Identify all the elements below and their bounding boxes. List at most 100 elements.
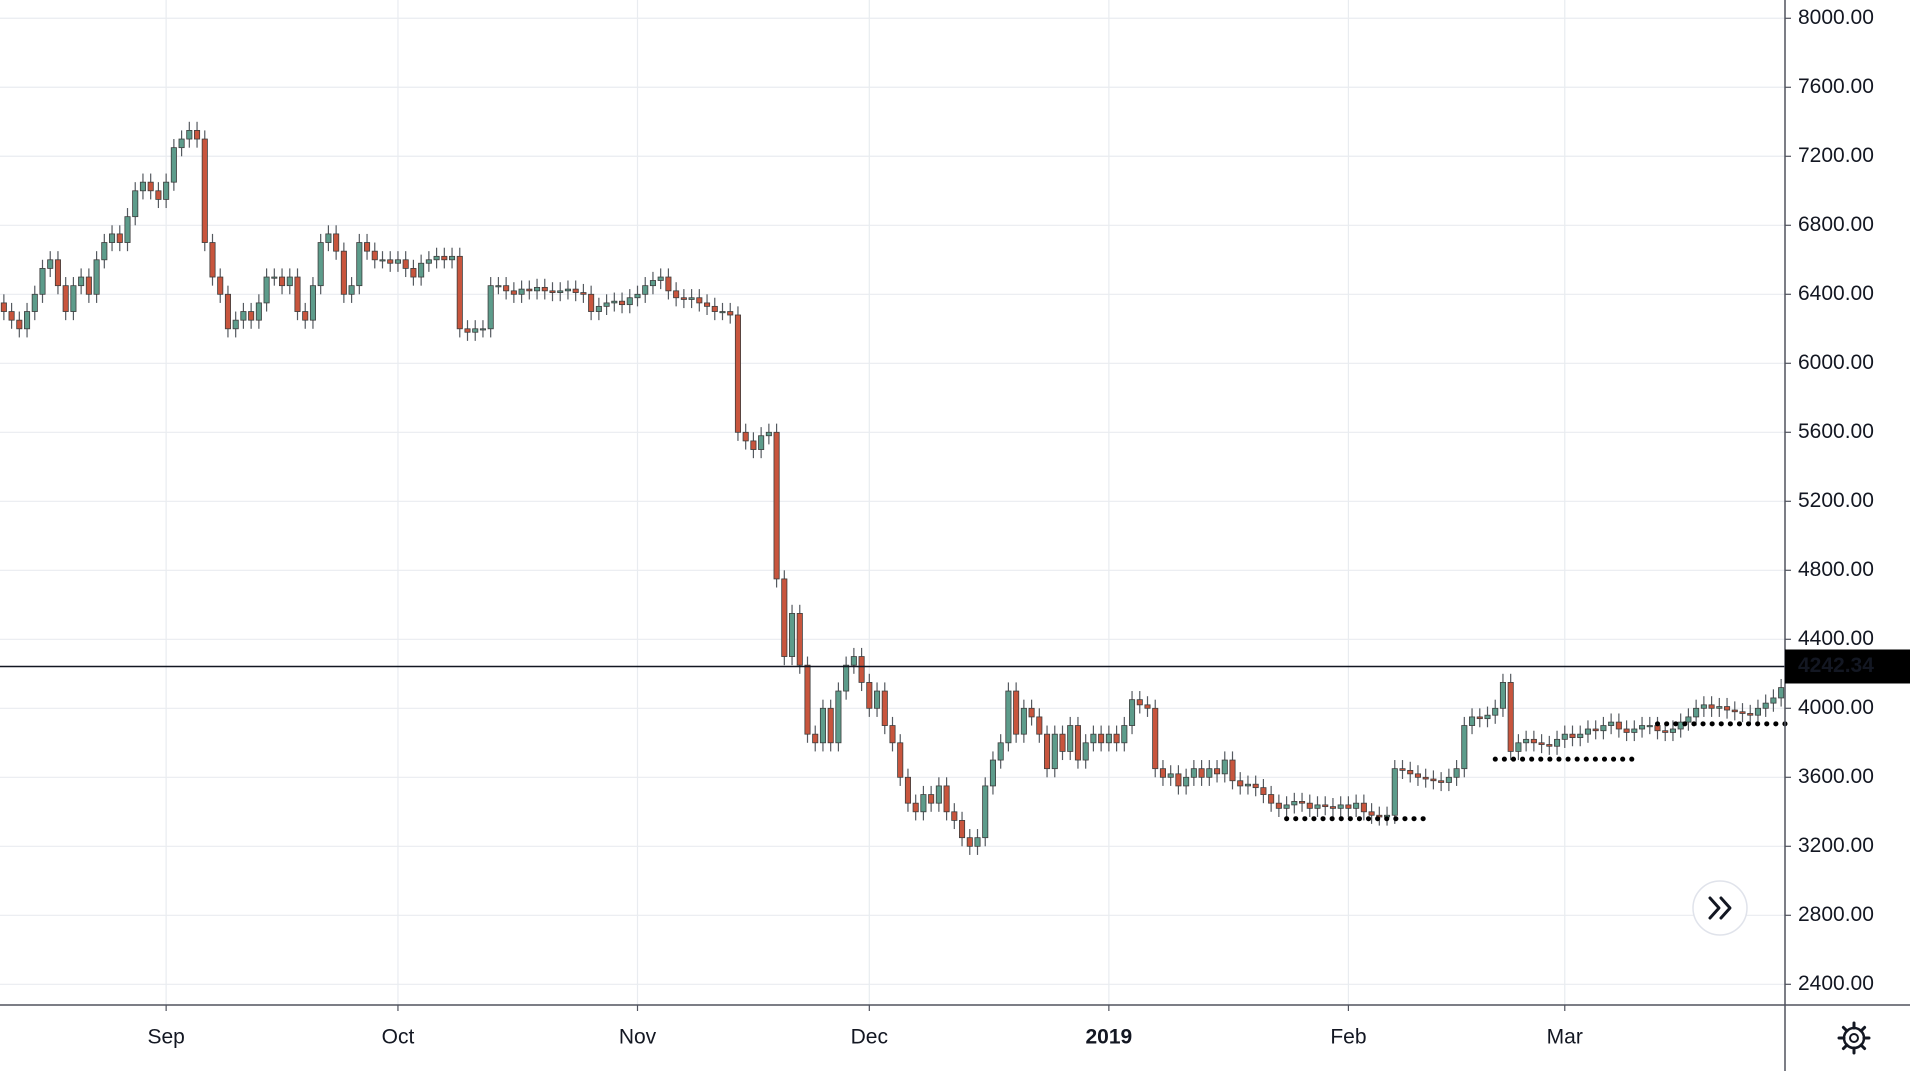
candle-body: [155, 190, 162, 200]
candle-body: [1275, 802, 1282, 809]
candle-body: [595, 305, 602, 312]
candle-body: [1337, 804, 1344, 809]
candle-body: [456, 255, 463, 330]
candle-body: [642, 285, 649, 295]
y-tick-label: 3600.00: [1798, 765, 1874, 788]
candle-body: [889, 725, 896, 744]
candle-body: [951, 811, 958, 821]
candle-body: [1770, 697, 1777, 704]
price-label: 4242.34: [1798, 654, 1874, 677]
candle-body: [534, 286, 541, 292]
candle-body: [1762, 702, 1769, 709]
candle-body: [1229, 759, 1236, 782]
candle-body: [866, 682, 873, 709]
candle-body: [564, 288, 571, 292]
candle-body: [147, 181, 154, 192]
candle-body: [472, 328, 479, 333]
candle-body: [1353, 802, 1360, 809]
candle-body: [1329, 806, 1336, 809]
candle-body: [1183, 776, 1190, 787]
candle-body: [1036, 716, 1043, 735]
candle-body: [1059, 733, 1066, 752]
chevron-icon[interactable]: [1708, 896, 1732, 920]
candle-body: [673, 290, 680, 299]
candle-body: [1407, 769, 1414, 775]
candle-body: [1724, 706, 1731, 711]
candle-body: [1654, 725, 1661, 732]
candle-body: [70, 285, 77, 312]
candle-body: [1105, 733, 1112, 744]
candle-body: [1051, 733, 1058, 770]
candle-body: [696, 297, 703, 304]
x-tick-label: 2019: [1086, 1026, 1133, 1049]
y-tick-label: 6000.00: [1798, 351, 1874, 374]
candle-body: [611, 300, 618, 304]
candle-body: [224, 293, 231, 330]
candle-body: [1013, 690, 1020, 735]
candle-body: [16, 319, 23, 330]
candle-body: [433, 255, 440, 261]
candle-body: [912, 802, 919, 813]
candle-body: [286, 276, 293, 287]
candle-body: [109, 233, 116, 243]
candle-body: [379, 259, 386, 262]
candle-body: [1469, 716, 1476, 726]
candle-body: [657, 276, 664, 281]
candle-body: [1754, 707, 1761, 716]
candle-body: [1515, 742, 1522, 752]
candle-body: [186, 130, 193, 140]
candle-body: [348, 285, 355, 295]
candle-body: [765, 431, 772, 437]
candle-body: [773, 431, 780, 580]
candle-body: [1430, 778, 1437, 782]
candle-body: [1322, 804, 1329, 808]
candle-body: [688, 297, 695, 300]
candle-body: [78, 276, 85, 287]
candle-body: [982, 785, 989, 839]
candle-body: [1739, 711, 1746, 714]
gear-teeth[interactable]: [1837, 1021, 1871, 1055]
candle-body: [263, 276, 270, 304]
candle-body: [603, 302, 610, 307]
candle-body: [920, 794, 927, 813]
candle-body: [835, 690, 842, 744]
y-tick-label: 7200.00: [1798, 144, 1874, 167]
y-tick-label: 6400.00: [1798, 282, 1874, 305]
candle-body: [1198, 768, 1205, 778]
candle-body: [302, 311, 309, 321]
candle-body: [1206, 768, 1213, 778]
candle-body: [464, 328, 471, 333]
candle-body: [194, 130, 201, 140]
candle-body: [711, 305, 718, 312]
y-tick-label: 4400.00: [1798, 627, 1874, 650]
candle-body: [487, 285, 494, 330]
candle-body: [858, 656, 865, 683]
candle-body: [904, 776, 911, 804]
candle-body: [54, 259, 61, 287]
candle-body: [1391, 768, 1398, 816]
candle-body: [394, 259, 401, 264]
overlays: [0, 665, 1792, 822]
candle-body: [1082, 742, 1089, 761]
candle-body: [526, 288, 533, 292]
candle-body: [201, 138, 208, 243]
candle-body: [1237, 780, 1244, 787]
candle-body: [897, 742, 904, 778]
candle-body: [271, 276, 278, 279]
candle-body: [758, 435, 765, 450]
candle-body: [626, 297, 633, 306]
settings-gear[interactable]: [1837, 1021, 1871, 1055]
candle-body: [935, 785, 942, 804]
candle-body: [843, 664, 850, 692]
candle-body: [116, 233, 123, 243]
candle-body: [410, 268, 417, 278]
candle-body: [124, 216, 131, 243]
scroll-to-latest-button[interactable]: [1692, 880, 1748, 936]
candle-body: [1693, 707, 1700, 718]
candle-body: [750, 440, 757, 450]
gear-hub[interactable]: [1849, 1033, 1859, 1043]
candle-body: [557, 290, 564, 293]
candle-body: [1700, 704, 1707, 709]
candle-body: [209, 242, 216, 278]
candle-body: [1252, 783, 1259, 789]
